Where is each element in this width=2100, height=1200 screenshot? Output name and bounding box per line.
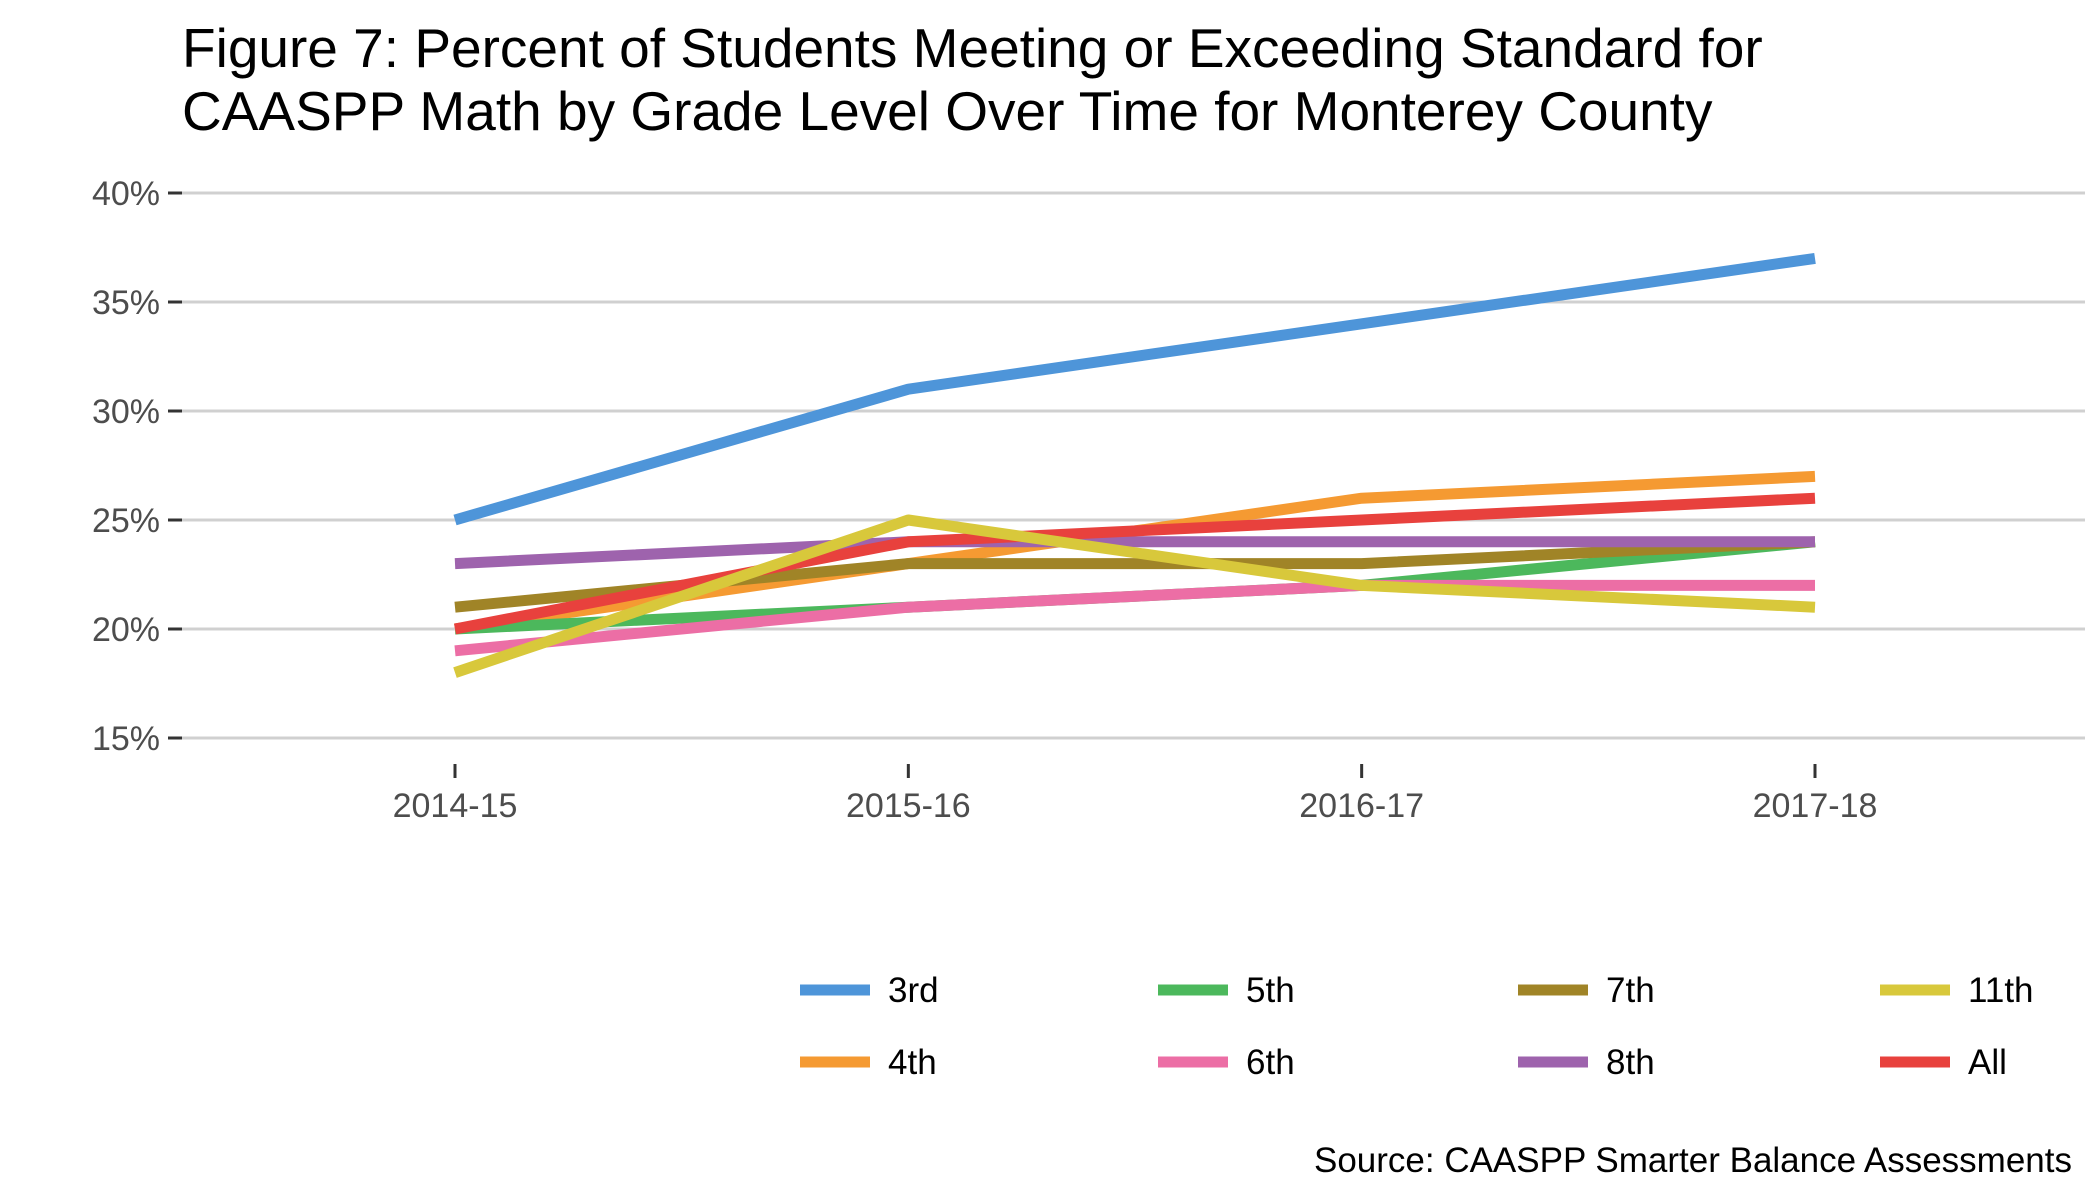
y-tick-label: 15% [92, 720, 160, 758]
x-tick-label: 2017-18 [1753, 787, 1878, 825]
source-caption: Source: CAASPP Smarter Balance Assessmen… [1314, 1141, 2072, 1180]
x-tick-label: 2016-17 [1299, 787, 1424, 825]
series-lines [453, 252, 1816, 678]
y-tick-label: 25% [92, 502, 160, 540]
legend-label-6th: 6th [1246, 1043, 1295, 1082]
series-line-6th [454, 579, 1815, 657]
chart-title-line-1: Figure 7: Percent of Students Meeting or… [182, 17, 1763, 79]
y-tick-label: 35% [92, 284, 160, 322]
series-line-11th [453, 514, 1816, 678]
y-axis: 15% 20% 25% 30% 35% 40% [92, 175, 182, 758]
chart-title: Figure 7: Percent of Students Meeting or… [182, 17, 1763, 142]
y-gridlines [182, 191, 2085, 740]
legend-label-all: All [1968, 1043, 2007, 1082]
series-line-8th [454, 536, 1815, 570]
x-axis: 2014-15 2015-16 2016-17 2017-18 [393, 764, 1878, 825]
x-tick-label: 2015-16 [846, 787, 971, 825]
y-tick-label: 30% [92, 393, 160, 431]
legend-label-5th: 5th [1246, 971, 1295, 1010]
legend-label-3rd: 3rd [888, 971, 939, 1010]
y-tick-label: 20% [92, 611, 160, 649]
y-tick-label: 40% [92, 175, 160, 213]
legend-label-11th: 11th [1968, 971, 2034, 1010]
x-tick-label: 2014-15 [393, 787, 518, 825]
legend-label-7th: 7th [1606, 971, 1655, 1010]
chart-title-line-2: CAASPP Math by Grade Level Over Time for… [182, 80, 1713, 142]
series-line-3rd [453, 252, 1816, 526]
legend: 3rd 5th 7th 11th 4th 6th 8th All [800, 971, 2034, 1082]
legend-label-4th: 4th [888, 1043, 937, 1082]
legend-label-8th: 8th [1606, 1043, 1655, 1082]
series-line-all [453, 492, 1816, 635]
